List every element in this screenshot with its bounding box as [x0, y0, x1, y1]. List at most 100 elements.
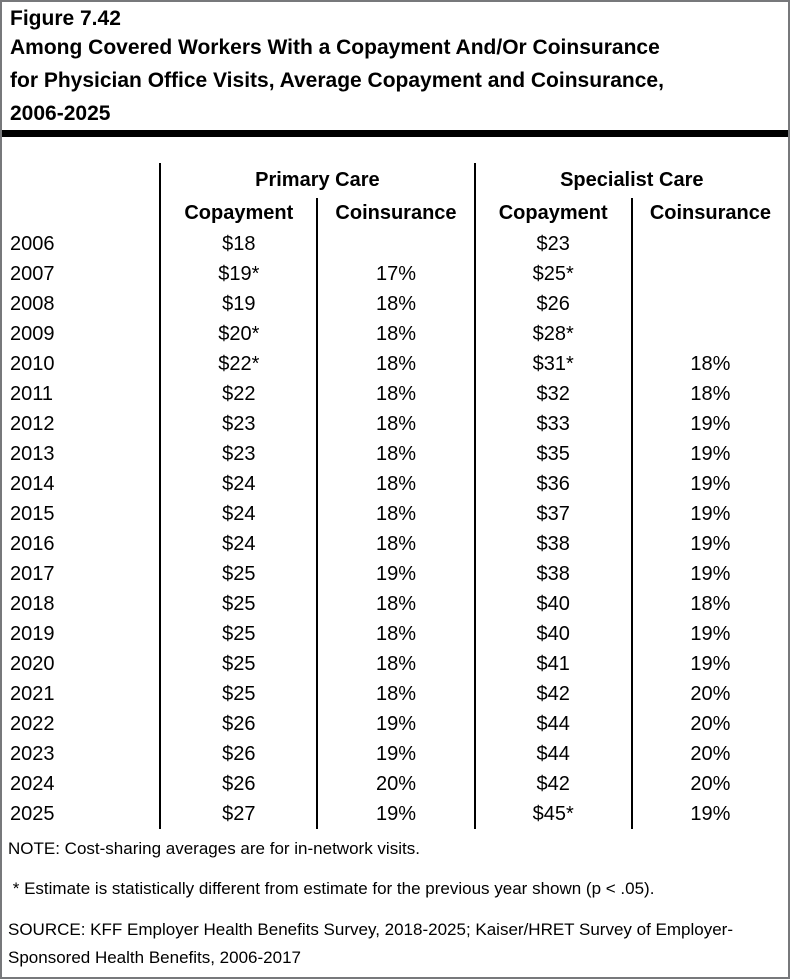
source-line-1: SOURCE: KFF Employer Health Benefits Sur…: [8, 920, 733, 939]
value-cell: 18%: [316, 289, 473, 319]
value-cell: [630, 229, 788, 259]
value-cell: 17%: [316, 259, 473, 289]
value-cell: $24: [159, 529, 316, 559]
column-header-specialist-coinsurance: Coinsurance: [630, 198, 788, 229]
value-cell: $37: [473, 499, 631, 529]
value-cell: 19%: [630, 439, 788, 469]
value-cell: 18%: [316, 589, 473, 619]
value-cell: [630, 259, 788, 289]
value-cell: $26: [159, 739, 316, 769]
value-cell: 20%: [630, 769, 788, 799]
value-cell: 19%: [316, 559, 473, 589]
value-cell: [630, 289, 788, 319]
asterisk-footnote: * Estimate is statistically different fr…: [8, 879, 655, 898]
year-cell: 2020: [10, 652, 55, 675]
note-text: NOTE: Cost-sharing averages are for in-n…: [8, 839, 420, 858]
column-header-year: [2, 198, 159, 229]
value-cell: 19%: [630, 529, 788, 559]
value-cell: 18%: [630, 349, 788, 379]
value-cell: $24: [159, 469, 316, 499]
value-cell: 20%: [316, 769, 473, 799]
value-cell: $42: [473, 679, 631, 709]
title-block: Figure 7.42 Among Covered Workers With a…: [2, 2, 788, 130]
column-header-specialist-copayment: Copayment: [473, 198, 631, 229]
value-cell: $33: [473, 409, 631, 439]
year-cell: 2017: [10, 562, 55, 585]
year-cell: 2019: [10, 622, 55, 645]
value-cell: $25: [159, 559, 316, 589]
year-cell: 2008: [10, 292, 55, 315]
value-cell: $25*: [473, 259, 631, 289]
value-cell: 18%: [316, 439, 473, 469]
value-cell: $31*: [473, 349, 631, 379]
value-cell: 20%: [630, 739, 788, 769]
source-text: SOURCE: KFF Employer Health Benefits Sur…: [8, 916, 782, 972]
value-cell: 19%: [630, 559, 788, 589]
year-cell: 2021: [10, 682, 55, 705]
value-cell: $40: [473, 619, 631, 649]
value-cell: 20%: [630, 679, 788, 709]
value-cell: $23: [159, 409, 316, 439]
value-cell: 19%: [630, 619, 788, 649]
value-cell: $26: [159, 709, 316, 739]
year-cell: 2014: [10, 472, 55, 495]
value-cell: $20*: [159, 319, 316, 349]
value-cell: $19*: [159, 259, 316, 289]
value-cell: $24: [159, 499, 316, 529]
value-cell: $22: [159, 379, 316, 409]
value-cell: 20%: [630, 709, 788, 739]
value-cell: 18%: [316, 649, 473, 679]
value-cell: [316, 229, 473, 259]
value-cell: $40: [473, 589, 631, 619]
figure-title: Among Covered Workers With a Copayment A…: [10, 31, 780, 130]
value-cell: 18%: [316, 679, 473, 709]
value-cell: $38: [473, 559, 631, 589]
value-cell: $41: [473, 649, 631, 679]
value-cell: $25: [159, 589, 316, 619]
year-cell: 2010: [10, 352, 55, 375]
value-cell: $26: [159, 769, 316, 799]
value-cell: $26: [473, 289, 631, 319]
value-cell: $25: [159, 649, 316, 679]
group-header-primary-care: Primary Care: [159, 163, 473, 198]
value-cell: 19%: [630, 649, 788, 679]
year-cell: 2013: [10, 442, 55, 465]
value-cell: 18%: [316, 379, 473, 409]
value-cell: $44: [473, 739, 631, 769]
value-cell: $22*: [159, 349, 316, 379]
year-cell: 2006: [10, 232, 55, 255]
value-cell: $28*: [473, 319, 631, 349]
figure-title-line-2: for Physician Office Visits, Average Cop…: [10, 69, 664, 92]
column-header-primary-copayment: Copayment: [159, 198, 316, 229]
value-cell: $25: [159, 619, 316, 649]
year-cell: 2016: [10, 532, 55, 555]
value-cell: $19: [159, 289, 316, 319]
year-cell: 2023: [10, 742, 55, 765]
column-header-primary-coinsurance: Coinsurance: [316, 198, 473, 229]
value-cell: [630, 319, 788, 349]
year-cell: 2025: [10, 802, 55, 825]
source-line-2: Sponsored Health Benefits, 2006-2017: [8, 948, 301, 967]
year-cell: 2018: [10, 592, 55, 615]
value-cell: $35: [473, 439, 631, 469]
year-cell: 2012: [10, 412, 55, 435]
value-cell: 18%: [630, 589, 788, 619]
value-cell: 19%: [630, 799, 788, 829]
figure-label: Figure 7.42: [10, 7, 121, 30]
value-cell: 18%: [316, 619, 473, 649]
year-cell: 2015: [10, 502, 55, 525]
value-cell: 19%: [630, 409, 788, 439]
figure-title-line-1: Among Covered Workers With a Copayment A…: [10, 36, 660, 59]
value-cell: 18%: [630, 379, 788, 409]
value-cell: 18%: [316, 319, 473, 349]
value-cell: 18%: [316, 409, 473, 439]
value-cell: 18%: [316, 349, 473, 379]
value-cell: 18%: [316, 469, 473, 499]
figure-title-line-3: 2006-2025: [10, 102, 111, 125]
value-cell: $45*: [473, 799, 631, 829]
year-cell: 2009: [10, 322, 55, 345]
footnotes: NOTE: Cost-sharing averages are for in-n…: [2, 838, 788, 972]
value-cell: $44: [473, 709, 631, 739]
value-cell: $18: [159, 229, 316, 259]
year-cell: 2007: [10, 262, 55, 285]
